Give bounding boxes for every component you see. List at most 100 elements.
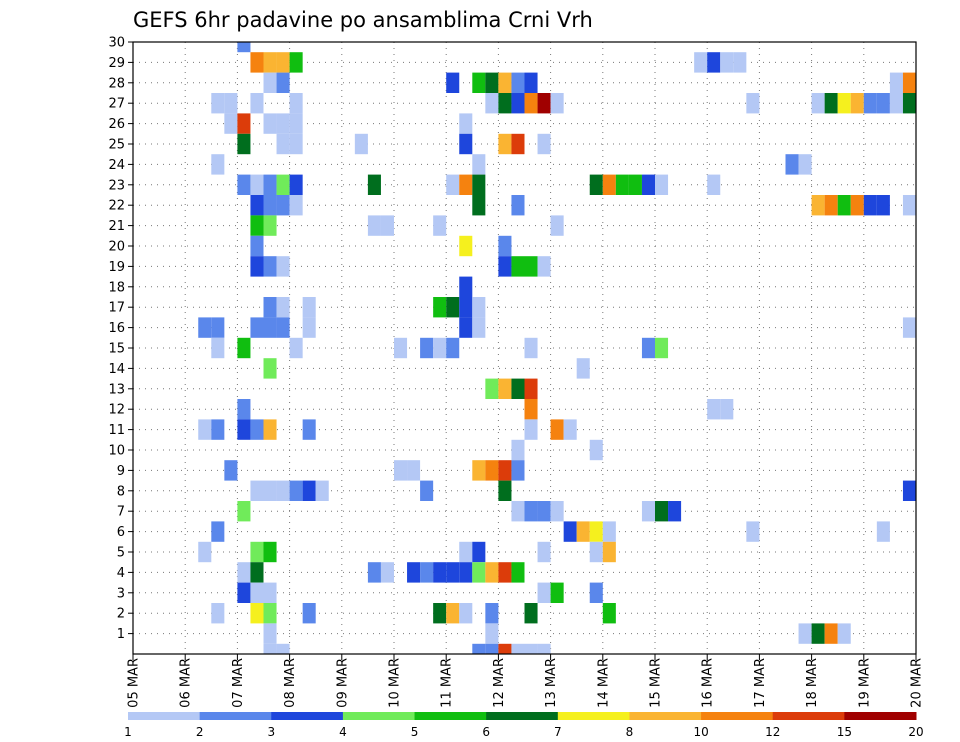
heatmap-cell xyxy=(511,460,525,481)
heatmap-cell xyxy=(498,256,512,277)
heatmap-cell xyxy=(511,501,525,522)
heatmap-cell xyxy=(263,317,277,338)
y-axis-ticks: 1234567891011121314151617181920212223242… xyxy=(108,36,133,642)
heatmap-cell xyxy=(276,317,290,338)
heatmap-cell xyxy=(407,460,421,481)
heatmap-cell xyxy=(837,623,851,644)
heatmap-cell xyxy=(537,643,551,654)
heatmap-cell xyxy=(655,174,669,195)
heatmap-cell xyxy=(289,113,303,134)
heatmap-cell xyxy=(537,501,551,522)
heatmap-cell xyxy=(433,215,447,236)
heatmap-cell xyxy=(889,93,903,114)
heatmap-cell xyxy=(263,541,277,563)
heatmap-cell xyxy=(211,521,225,542)
heatmap-cell xyxy=(733,52,747,73)
y-tick-label: 14 xyxy=(108,362,125,377)
heatmap-cell xyxy=(524,72,538,93)
heatmap-cell xyxy=(785,154,799,175)
heatmap-cell xyxy=(420,337,434,359)
heatmap-cell xyxy=(876,521,890,542)
heatmap-cell xyxy=(550,501,564,522)
colorbar: 1 2 3 4 5 6 7 8 10 12 15 20 xyxy=(124,712,924,739)
colorbar-label: 1 xyxy=(124,725,132,739)
y-tick-label: 16 xyxy=(108,321,125,336)
heatmap-cell xyxy=(498,72,512,93)
heatmap-cell xyxy=(276,480,290,501)
heatmap-cell xyxy=(485,72,499,93)
heatmap-cell xyxy=(824,195,838,216)
heatmap-cell xyxy=(263,113,277,134)
heatmap-cell xyxy=(850,93,864,114)
heatmap-cell xyxy=(589,541,603,563)
heatmap-cell xyxy=(263,256,277,277)
x-tick-label: 08 MAR xyxy=(283,658,298,708)
heatmap-cell xyxy=(198,419,212,440)
x-tick-label: 18 MAR xyxy=(805,658,820,708)
heatmap-cell xyxy=(524,419,538,440)
heatmap-cell xyxy=(707,174,721,195)
heatmap-cell xyxy=(237,562,251,583)
heatmap-cell xyxy=(485,603,499,624)
y-tick-label: 23 xyxy=(108,178,125,193)
heatmap-cell xyxy=(498,93,512,114)
heatmap-cell xyxy=(263,603,277,624)
heatmap-cell xyxy=(589,521,603,542)
y-tick-label: 4 xyxy=(117,566,125,581)
y-tick-label: 17 xyxy=(108,301,125,316)
y-tick-label: 15 xyxy=(108,342,125,357)
heatmap-cell xyxy=(524,603,538,624)
colorbar-label: 6 xyxy=(482,725,490,739)
y-tick-label: 2 xyxy=(117,607,125,622)
colorbar-swatch xyxy=(414,712,487,720)
heatmap-cell xyxy=(641,174,655,195)
heatmap-cell xyxy=(746,521,760,542)
heatmap-cell xyxy=(537,582,551,603)
y-tick-label: 30 xyxy=(108,36,125,51)
heatmap-cell xyxy=(694,52,708,73)
y-tick-label: 12 xyxy=(108,403,125,418)
heatmap-cell xyxy=(211,93,225,114)
heatmap-cell xyxy=(902,72,916,93)
heatmap-cell xyxy=(459,276,473,297)
heatmap-cell xyxy=(289,480,303,501)
heatmap-cell xyxy=(511,93,525,114)
heatmap-cell xyxy=(485,93,499,114)
x-tick-label: 16 MAR xyxy=(701,658,716,708)
x-tick-label: 12 MAR xyxy=(492,658,507,708)
heatmap-cell xyxy=(250,235,264,257)
heatmap-cell xyxy=(276,113,290,134)
y-tick-label: 19 xyxy=(108,260,125,275)
heatmap-cell xyxy=(850,195,864,216)
heatmap-cell xyxy=(537,256,551,277)
heatmap-cell xyxy=(811,623,825,644)
heatmap-cell xyxy=(276,256,290,277)
heatmap-cell xyxy=(289,195,303,216)
heatmap-cell xyxy=(720,52,734,73)
colorbar-label: 2 xyxy=(196,725,204,739)
y-tick-label: 18 xyxy=(108,280,125,295)
y-tick-label: 22 xyxy=(108,199,125,214)
heatmap-cell xyxy=(459,541,473,563)
heatmap-cell xyxy=(250,93,264,114)
y-tick-label: 3 xyxy=(117,586,125,601)
colorbar-label: 4 xyxy=(339,725,347,739)
heatmap-cell xyxy=(302,297,316,318)
heatmap-cell xyxy=(263,643,277,654)
heatmap-cell xyxy=(524,501,538,522)
colorbar-label: 20 xyxy=(908,725,923,739)
heatmap-cell xyxy=(524,337,538,359)
y-tick-label: 5 xyxy=(117,546,125,561)
heatmap-cell xyxy=(433,562,447,583)
colorbar-label: 5 xyxy=(411,725,419,739)
heatmap-cell xyxy=(902,317,916,338)
heatmap-cell xyxy=(863,93,877,114)
heatmap-cell xyxy=(237,337,251,359)
heatmap-cell xyxy=(485,643,499,654)
heatmap-cell xyxy=(811,93,825,114)
heatmap-cell xyxy=(498,133,512,155)
heatmap-cell xyxy=(498,378,512,399)
heatmap-cell xyxy=(550,215,564,236)
heatmap-cell xyxy=(446,337,460,359)
